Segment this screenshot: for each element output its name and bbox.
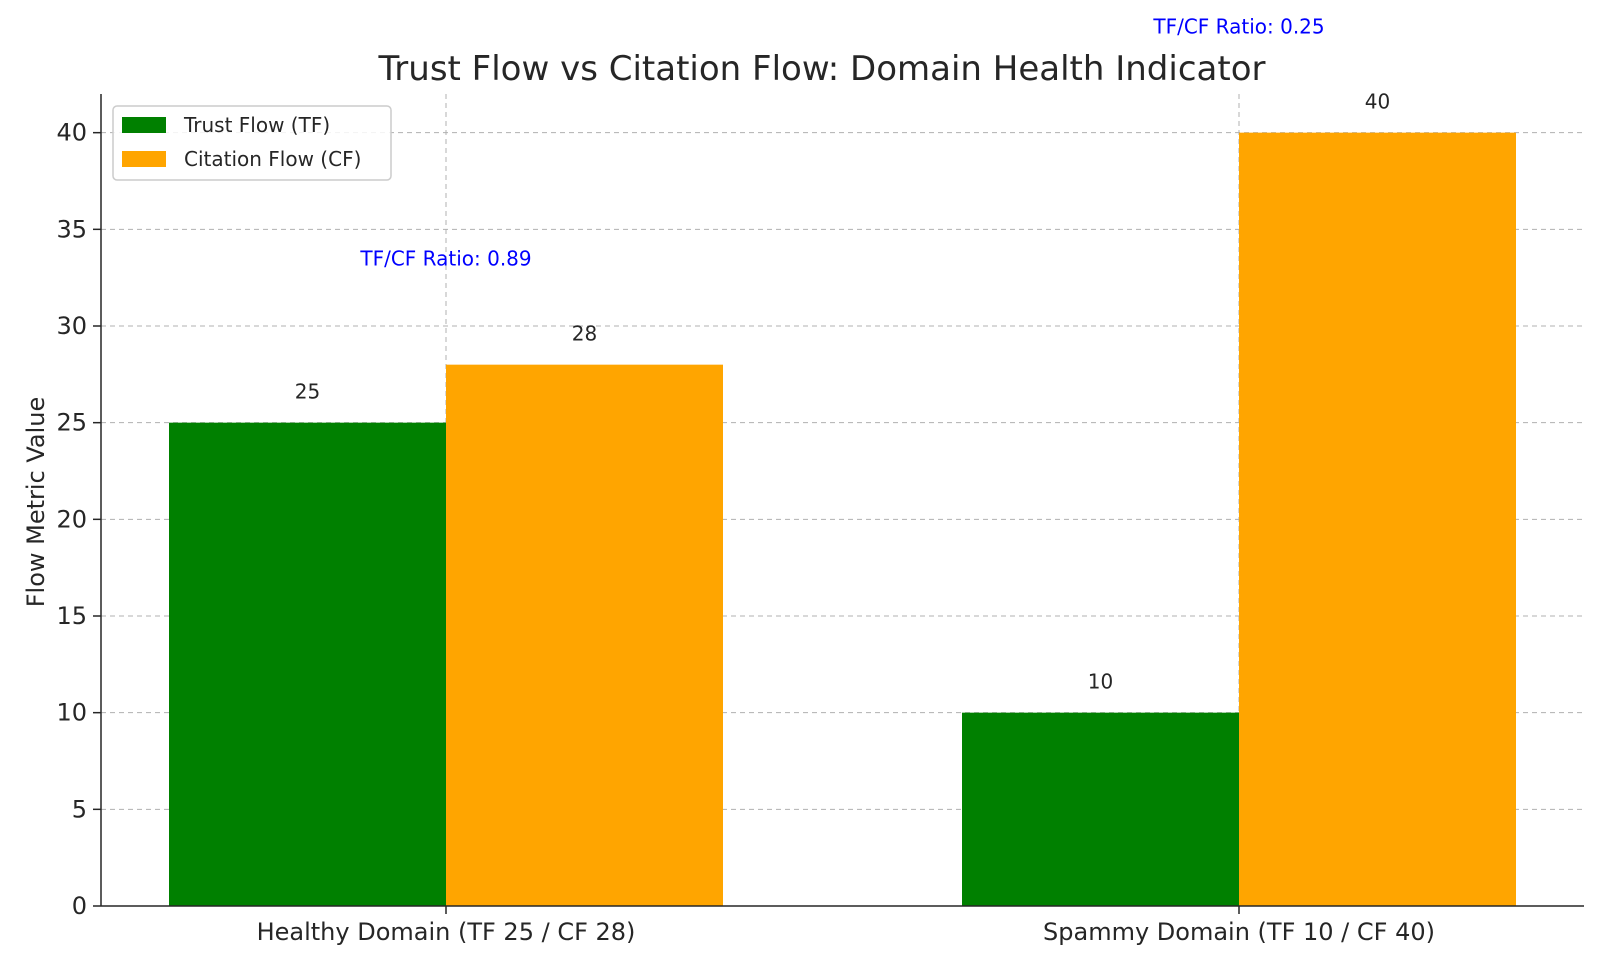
y-tick-label: 5 bbox=[72, 795, 87, 823]
bars-layer bbox=[169, 132, 1516, 907]
y-tick-label: 35 bbox=[56, 215, 87, 243]
legend-label-citation-flow: Citation Flow (CF) bbox=[184, 147, 361, 171]
bar-value-label: 28 bbox=[572, 322, 597, 346]
axes-layer: 0 5 10 15 20 25 30 35 40 Healthy Domain (TF 25 / … bbox=[56, 94, 1584, 946]
x-tick-label: Healthy Domain (TF 25 / CF 28) bbox=[257, 918, 636, 946]
y-tick-label: 20 bbox=[56, 505, 87, 533]
y-tick-label: 40 bbox=[56, 119, 87, 147]
bar-value-label: 25 bbox=[295, 380, 320, 404]
chart-title: Trust Flow vs Citation Flow: Domain Heal… bbox=[378, 49, 1266, 89]
x-tick-label: Spammy Domain (TF 10 / CF 40) bbox=[1043, 918, 1435, 946]
bar-citation-flow bbox=[1239, 132, 1516, 906]
bar-trust-flow bbox=[169, 422, 446, 906]
y-tick-label: 15 bbox=[56, 602, 87, 630]
ratio-annotation: TF/CF Ratio: 0.25 bbox=[1152, 14, 1324, 38]
legend-swatch-citation-flow bbox=[122, 151, 166, 167]
y-tick-label: 0 bbox=[72, 892, 87, 920]
ratio-annotation: TF/CF Ratio: 0.89 bbox=[359, 246, 531, 270]
bar-value-label: 10 bbox=[1088, 670, 1113, 694]
bar-citation-flow bbox=[446, 364, 723, 907]
legend: Trust Flow (TF) Citation Flow (CF) bbox=[112, 105, 392, 181]
legend-label-trust-flow: Trust Flow (TF) bbox=[183, 113, 330, 137]
y-tick-label: 25 bbox=[56, 409, 87, 437]
bar-trust-flow bbox=[962, 712, 1239, 906]
legend-swatch-trust-flow bbox=[122, 117, 166, 133]
y-axis-label: Flow Metric Value bbox=[22, 397, 50, 608]
y-tick-label: 30 bbox=[56, 312, 87, 340]
legend-frame bbox=[112, 105, 392, 181]
labels-layer: 25 10 28 40 TF/CF Ratio: 0.89 TF/CF Ratio: 0.… bbox=[295, 14, 1390, 693]
y-tick-label: 10 bbox=[56, 699, 87, 727]
bar-value-label: 40 bbox=[1365, 90, 1390, 114]
